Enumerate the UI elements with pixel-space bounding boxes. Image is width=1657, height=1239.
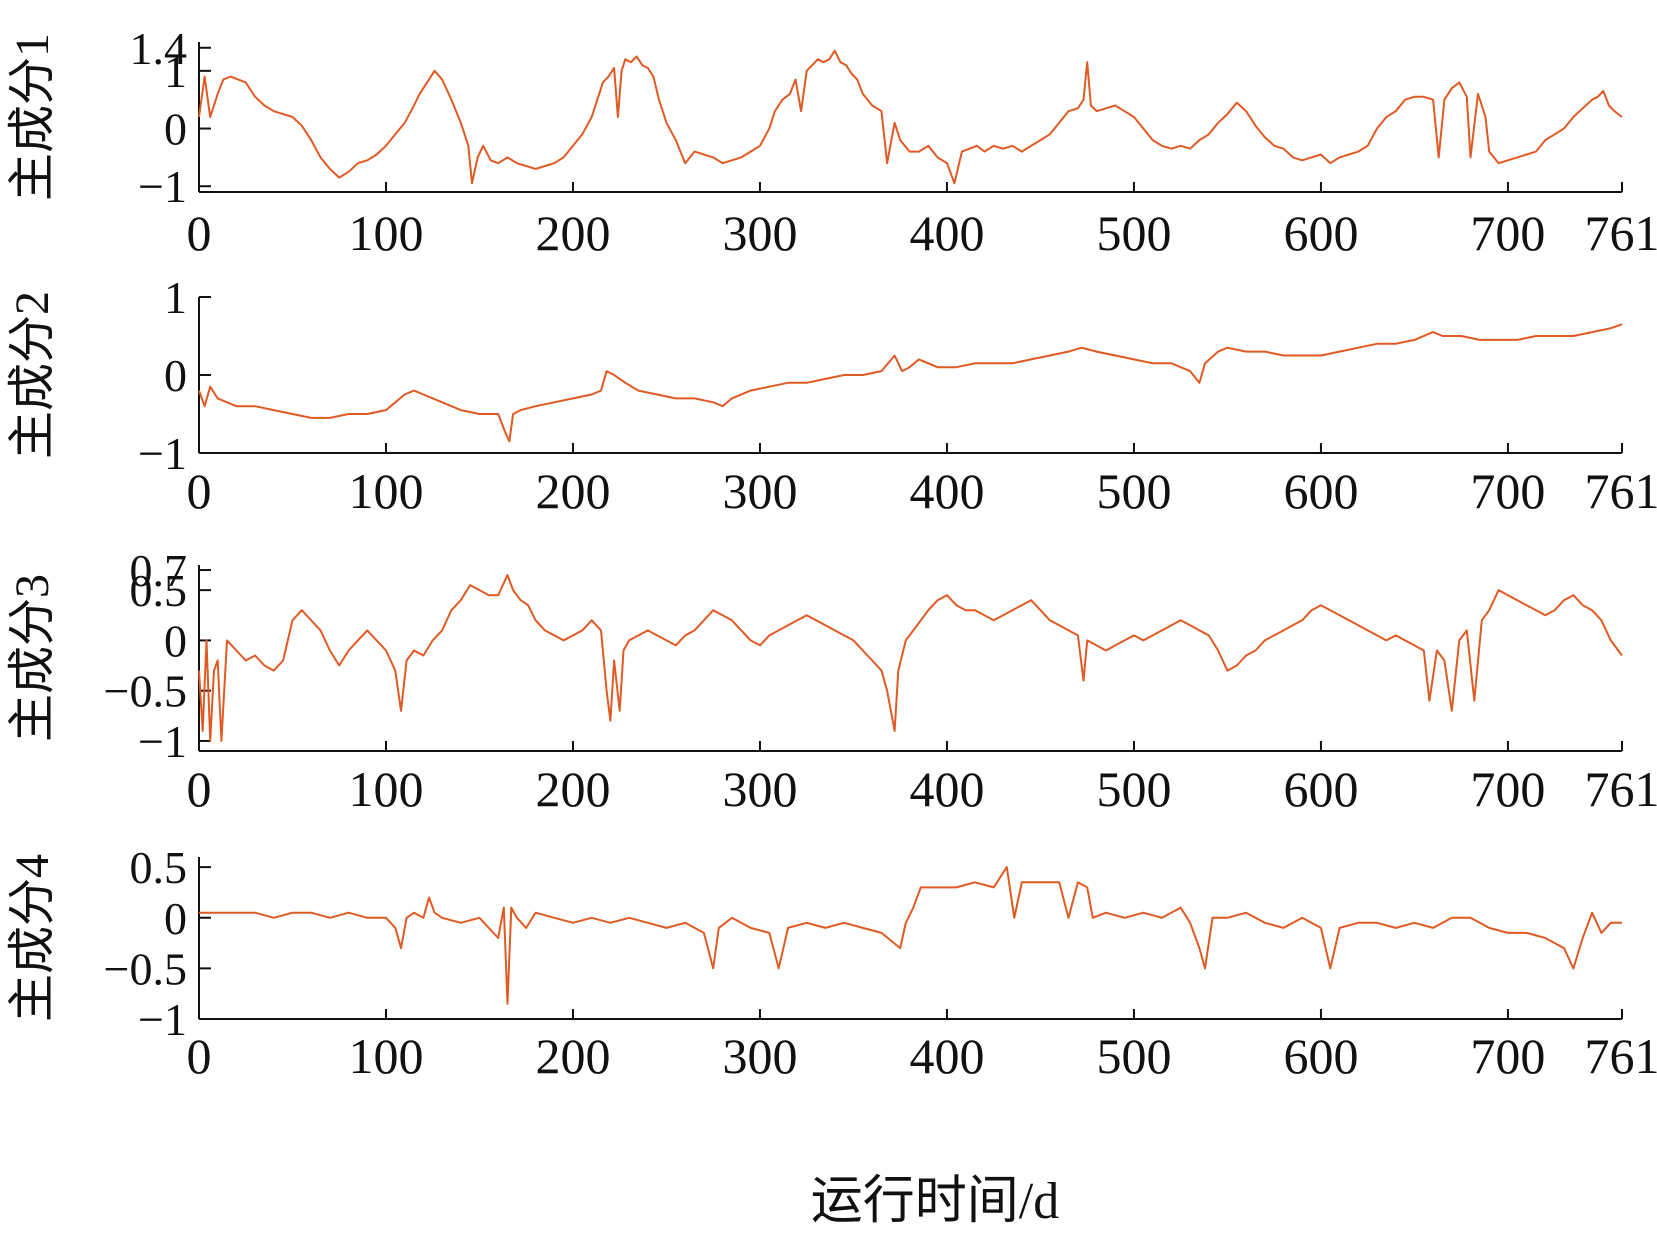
- x-tick-label: 500: [1096, 463, 1171, 519]
- x-tick-label: 100: [348, 463, 423, 519]
- x-tick-label: 100: [348, 1028, 423, 1084]
- x-tick-label: 300: [722, 463, 797, 519]
- y-tick-label: −1: [138, 994, 187, 1045]
- y-axis-label: 主成分3: [6, 574, 59, 742]
- x-tick-label: 600: [1283, 205, 1358, 261]
- x-tick-label: 600: [1283, 463, 1358, 519]
- x-tick-label: 400: [909, 205, 984, 261]
- x-tick-label: 400: [909, 761, 984, 817]
- y-tick-label: 0.5: [130, 565, 188, 616]
- y-tick-label: 0.7: [130, 545, 188, 596]
- x-tick-label: 100: [348, 205, 423, 261]
- x-axis-label: 运行时间/d: [811, 1173, 1059, 1230]
- y-axis-label: 主成分1: [6, 33, 59, 201]
- y-tick-label: −1: [138, 161, 187, 212]
- y-tick-label: 0: [164, 893, 187, 944]
- x-tick-label: 200: [535, 1028, 610, 1084]
- x-tick-label: 300: [722, 1028, 797, 1084]
- series-line: [198, 323, 1623, 443]
- x-tick-label: 700: [1470, 205, 1545, 261]
- x-tick-label: 0: [187, 463, 212, 519]
- x-tick-label: 0: [187, 205, 212, 261]
- y-axis-label: 主成分4: [6, 854, 59, 1022]
- x-tick-label: 600: [1283, 761, 1358, 817]
- x-tick-label: 200: [535, 761, 610, 817]
- y-tick-label: 0.5: [130, 842, 188, 893]
- x-tick-label: 761: [1585, 463, 1657, 519]
- x-tick-label: 500: [1096, 205, 1171, 261]
- x-tick-label: 400: [909, 463, 984, 519]
- x-tick-label: 600: [1283, 1028, 1358, 1084]
- y-tick-label: 1.4: [130, 23, 188, 74]
- panel-3: 0 100 200 300 400 500 600 700 761−1−0.500.50.7主成…: [6, 545, 1657, 817]
- x-tick-label: 761: [1585, 205, 1657, 261]
- x-tick-label: 300: [722, 205, 797, 261]
- x-tick-label: 100: [348, 761, 423, 817]
- y-tick-label: −1: [138, 428, 187, 479]
- y-tick-label: −0.5: [104, 943, 187, 994]
- x-tick-label: 400: [909, 1028, 984, 1084]
- x-tick-label: 0: [187, 1028, 212, 1084]
- y-tick-label: 0: [164, 350, 187, 401]
- y-tick-label: 0: [164, 104, 187, 155]
- y-axis-label: 主成分2: [6, 291, 59, 459]
- x-tick-label: 0: [187, 761, 212, 817]
- x-tick-label: 300: [722, 761, 797, 817]
- x-tick-label: 200: [535, 205, 610, 261]
- x-tick-label: 700: [1470, 761, 1545, 817]
- x-tick-label: 761: [1585, 761, 1657, 817]
- y-tick-label: 1: [164, 272, 187, 323]
- series-line: [199, 866, 1622, 1005]
- x-tick-label: 761: [1585, 1028, 1657, 1084]
- x-tick-label: 700: [1470, 1028, 1545, 1084]
- y-tick-label: −1: [138, 716, 187, 767]
- x-tick-label: 500: [1096, 761, 1171, 817]
- x-tick-label: 700: [1470, 463, 1545, 519]
- series-line: [198, 574, 1623, 742]
- series-line: [198, 49, 1623, 185]
- y-tick-label: −0.5: [104, 666, 187, 717]
- x-tick-label: 500: [1096, 1028, 1171, 1084]
- y-tick-label: 1: [164, 46, 187, 97]
- y-tick-label: 0: [164, 615, 187, 666]
- x-tick-label: 200: [535, 463, 610, 519]
